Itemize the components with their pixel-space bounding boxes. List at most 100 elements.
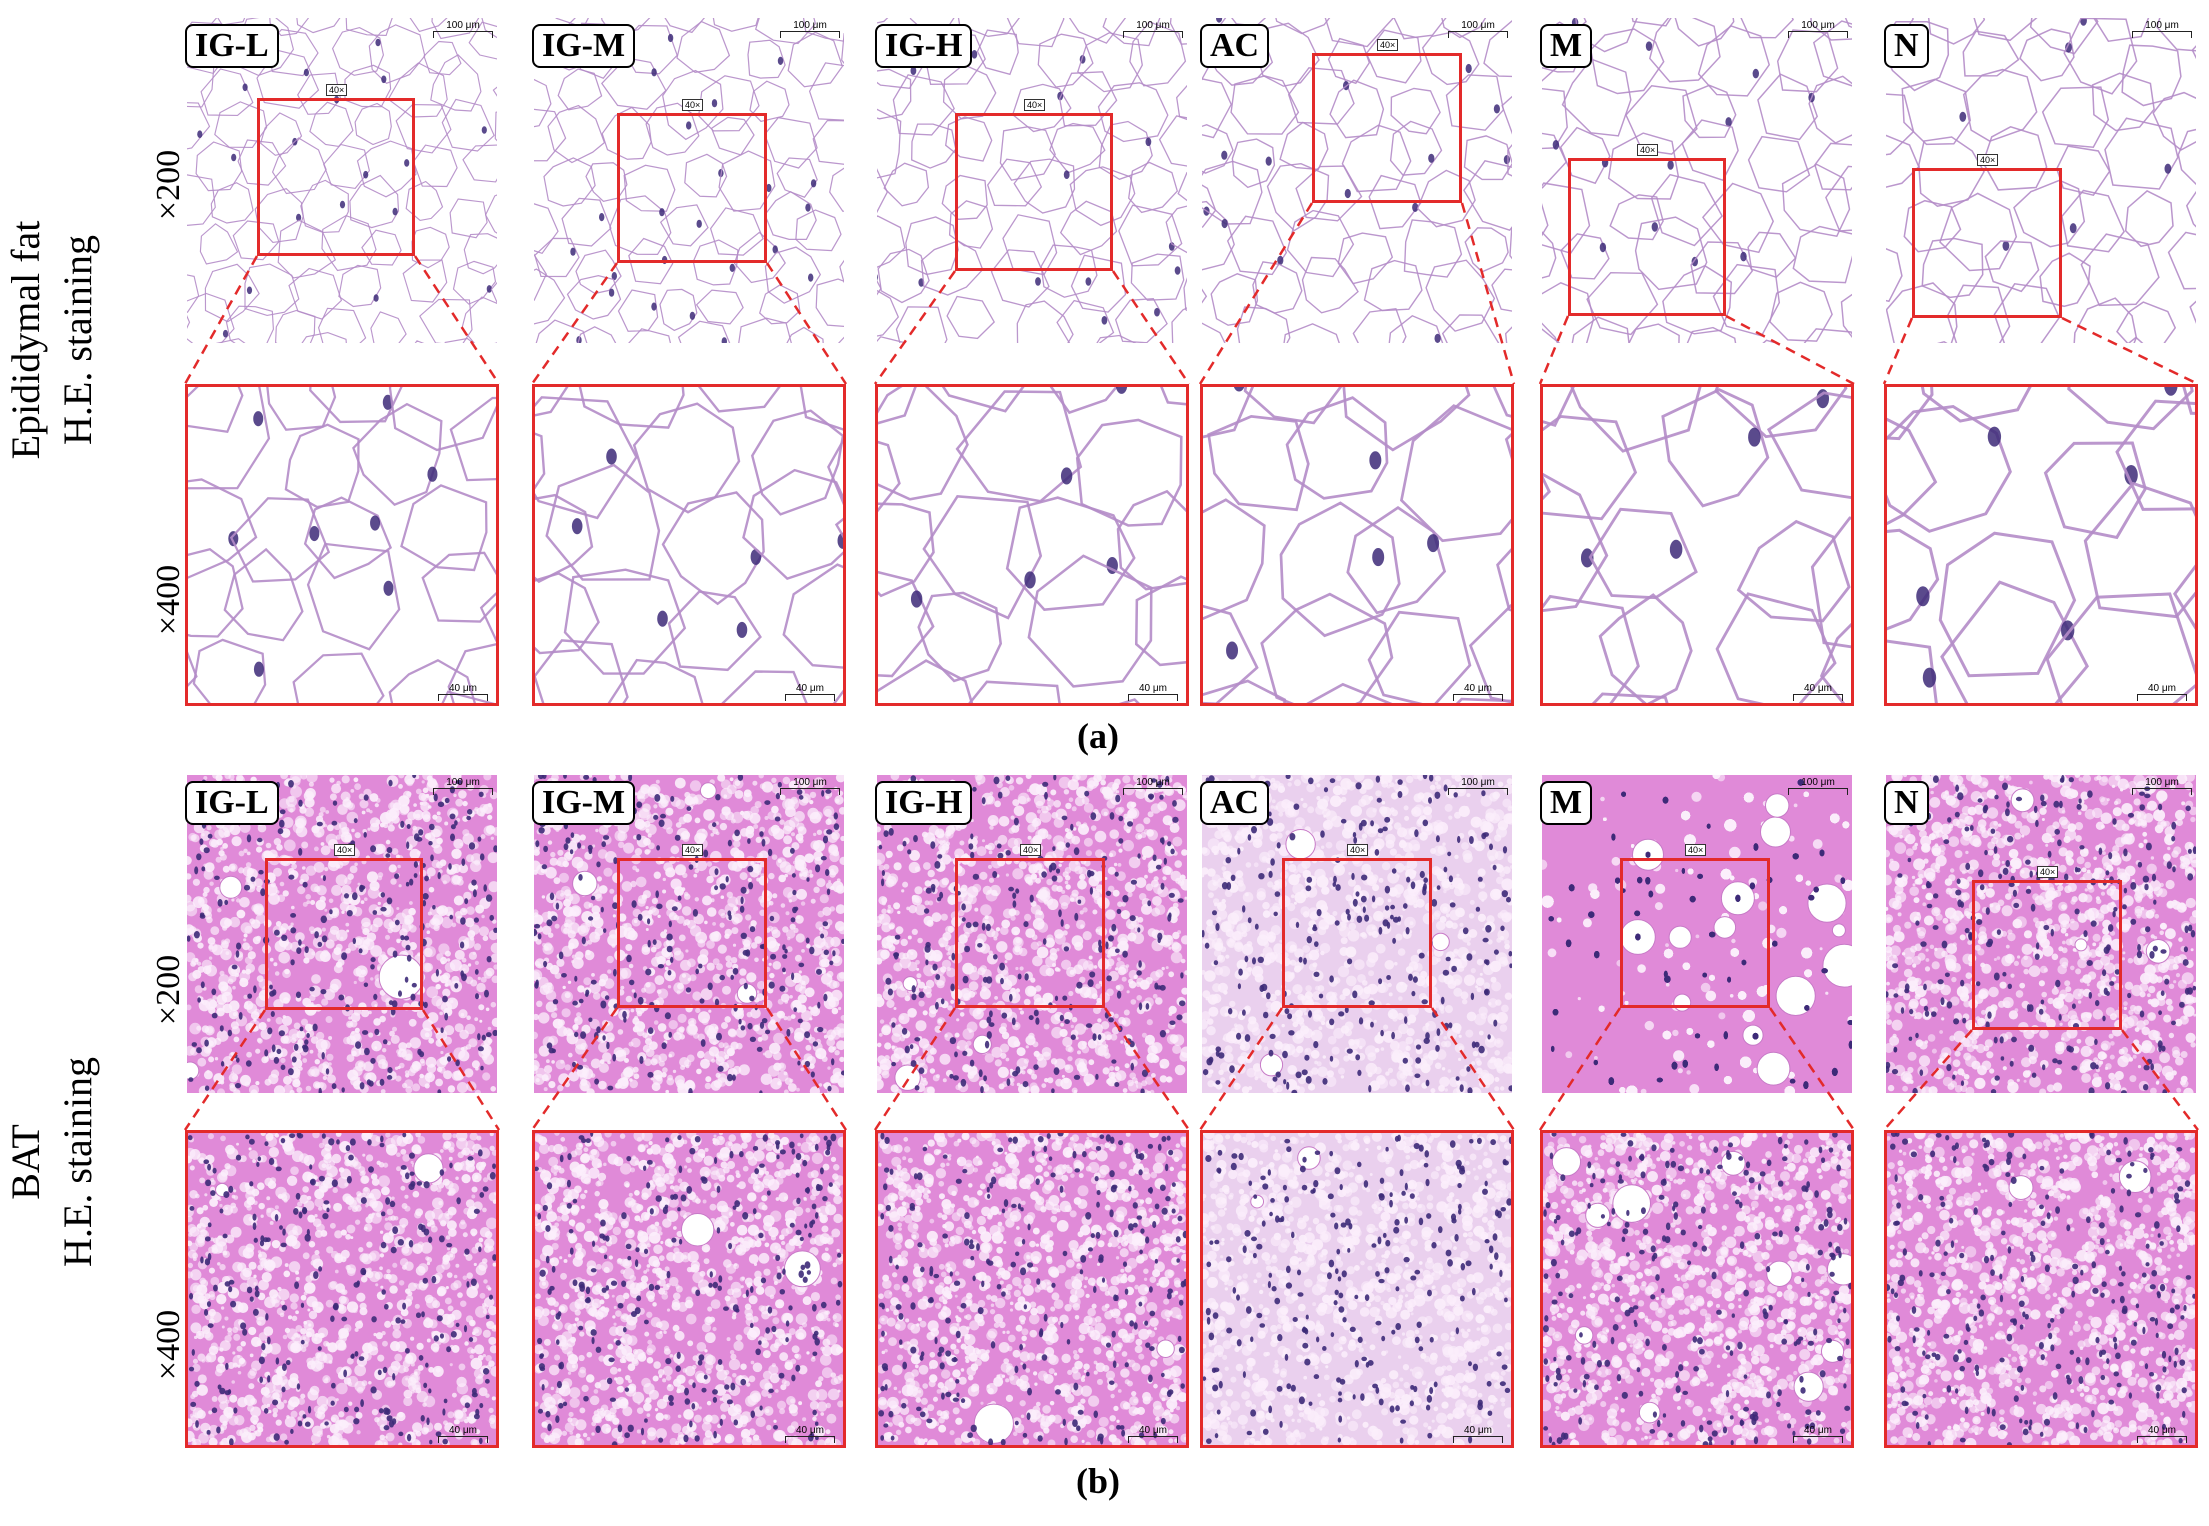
scale-bar-label: 40 μm [449, 683, 477, 694]
panel_b-group-label-ig-l: IG-L [185, 781, 279, 825]
panel_b-roi-box-m [1620, 858, 1770, 1008]
scale-bar-label: 100 μm [1801, 777, 1835, 788]
scale-bar-line [438, 1436, 488, 1443]
scale-bar: 100 μm [780, 20, 840, 38]
panel_b-group-label-n: N [1884, 781, 1929, 825]
scale-bar-label: 100 μm [1461, 777, 1495, 788]
scale-bar: 100 μm [1448, 777, 1508, 795]
scale-bar-label: 100 μm [793, 20, 827, 31]
scale-bar: 100 μm [2132, 20, 2192, 38]
panel_a-roi-box-ig-h [955, 113, 1113, 271]
panel_a-roi-box-ig-l [257, 98, 415, 256]
scale-bar-line [1448, 788, 1508, 795]
scale-bar-line [1793, 1436, 1843, 1443]
roi-magnification-tag: 40× [1020, 844, 1042, 856]
panel_a-zoom-ig-l: 40 μm [185, 384, 499, 706]
scale-bar-line [1793, 694, 1843, 701]
scale-bar-label: 40 μm [1804, 1425, 1832, 1436]
scale-bar: 40 μm [785, 683, 835, 701]
scale-bar-line [785, 1436, 835, 1443]
scale-bar-label: 40 μm [449, 1425, 477, 1436]
panel_b-zoom-ac: 40 μm [1200, 1130, 1514, 1448]
panel-b-row-label: BAT H.E. staining [3, 1057, 100, 1267]
caption-a: (a) [1077, 716, 1119, 756]
roi-magnification-tag: 40× [2037, 866, 2059, 878]
panel_b-roi-box-n [1972, 880, 2122, 1030]
scale-bar: 100 μm [1788, 777, 1848, 795]
scale-bar-label: 100 μm [1801, 20, 1835, 31]
roi-magnification-tag: 40× [1024, 99, 1046, 111]
panel_a-roi-box-ig-m [617, 113, 767, 263]
panel_a-zoom-n: 40 μm [1884, 384, 2198, 706]
scale-bar-label: 40 μm [1139, 683, 1167, 694]
panel_b-roi-box-ac [1282, 858, 1432, 1008]
scale-bar-label: 100 μm [1136, 20, 1170, 31]
roi-magnification-tag: 40× [1377, 39, 1399, 51]
scale-bar-line [2132, 31, 2192, 38]
scale-bar-line [433, 788, 493, 795]
scale-bar-line [2132, 788, 2192, 795]
scale-bar-line [1788, 788, 1848, 795]
scale-bar-label: 40 μm [2148, 683, 2176, 694]
panel_a-group-label-ig-l: IG-L [185, 24, 279, 68]
panel_b-roi-box-ig-l [265, 858, 423, 1010]
scale-bar: 40 μm [785, 1425, 835, 1443]
panel_a-roi-box-n [1912, 168, 2062, 318]
scale-bar-line [1788, 31, 1848, 38]
roi-magnification-tag: 40× [326, 84, 348, 96]
scale-bar-line [1123, 31, 1183, 38]
roi-magnification-tag: 40× [682, 99, 704, 111]
panel_b-thumb-m: 100 μm [1542, 775, 1852, 1093]
panel_b-zoom-ig-l: 40 μm [185, 1130, 499, 1448]
panel_a-thumb-m: 100 μm [1542, 18, 1852, 343]
panel_b-roi-box-ig-m [617, 858, 767, 1008]
panel-a-mag-400: ×400 [150, 564, 187, 636]
scale-bar: 40 μm [2137, 683, 2187, 701]
scale-bar-label: 100 μm [446, 20, 480, 31]
caption-b: (b) [1076, 1461, 1120, 1501]
scale-bar: 100 μm [780, 777, 840, 795]
scale-bar: 40 μm [1453, 1425, 1503, 1443]
panel_a-zoom-m: 40 μm [1540, 384, 1854, 706]
scale-bar-label: 100 μm [793, 777, 827, 788]
roi-magnification-tag: 40× [1347, 844, 1369, 856]
roi-magnification-tag: 40× [334, 844, 356, 856]
scale-bar-line [1123, 788, 1183, 795]
scale-bar: 100 μm [433, 777, 493, 795]
panel_a-zoom-ig-h: 40 μm [875, 384, 1189, 706]
scale-bar-line [2137, 694, 2187, 701]
scale-bar-line [1448, 31, 1508, 38]
scale-bar: 40 μm [438, 1425, 488, 1443]
scale-bar-label: 40 μm [2148, 1425, 2176, 1436]
scale-bar-label: 100 μm [1461, 20, 1495, 31]
panel_b-zoom-ig-h: 40 μm [875, 1130, 1189, 1448]
scale-bar-label: 40 μm [1464, 1425, 1492, 1436]
scale-bar: 40 μm [438, 683, 488, 701]
scale-bar: 40 μm [2137, 1425, 2187, 1443]
scale-bar-label: 100 μm [2145, 777, 2179, 788]
panel_b-roi-box-ig-h [955, 858, 1105, 1008]
scale-bar-label: 40 μm [1804, 683, 1832, 694]
roi-magnification-tag: 40× [1977, 154, 1999, 166]
scale-bar-line [780, 31, 840, 38]
scale-bar: 100 μm [1123, 777, 1183, 795]
roi-magnification-tag: 40× [682, 844, 704, 856]
panel_a-zoom-ig-m: 40 μm [532, 384, 846, 706]
scale-bar: 100 μm [1788, 20, 1848, 38]
scale-bar-line [1128, 1436, 1178, 1443]
panel_a-group-label-n: N [1884, 24, 1929, 68]
scale-bar-line [1128, 694, 1178, 701]
scale-bar-label: 40 μm [796, 683, 824, 694]
panel_a-group-label-ig-h: IG-H [875, 24, 973, 68]
panel_b-group-label-ac: AC [1200, 781, 1270, 825]
scale-bar: 40 μm [1793, 683, 1843, 701]
scale-bar-label: 100 μm [1136, 777, 1170, 788]
panel_b-group-label-m: M [1540, 781, 1593, 825]
scale-bar-line [2137, 1436, 2187, 1443]
panel-a-row-label: Epididymal fat H.E. staining [3, 220, 100, 460]
scale-bar-line [780, 788, 840, 795]
scale-bar-label: 40 μm [1464, 683, 1492, 694]
scale-bar: 100 μm [433, 20, 493, 38]
scale-bar: 100 μm [1448, 20, 1508, 38]
scale-bar: 40 μm [1793, 1425, 1843, 1443]
